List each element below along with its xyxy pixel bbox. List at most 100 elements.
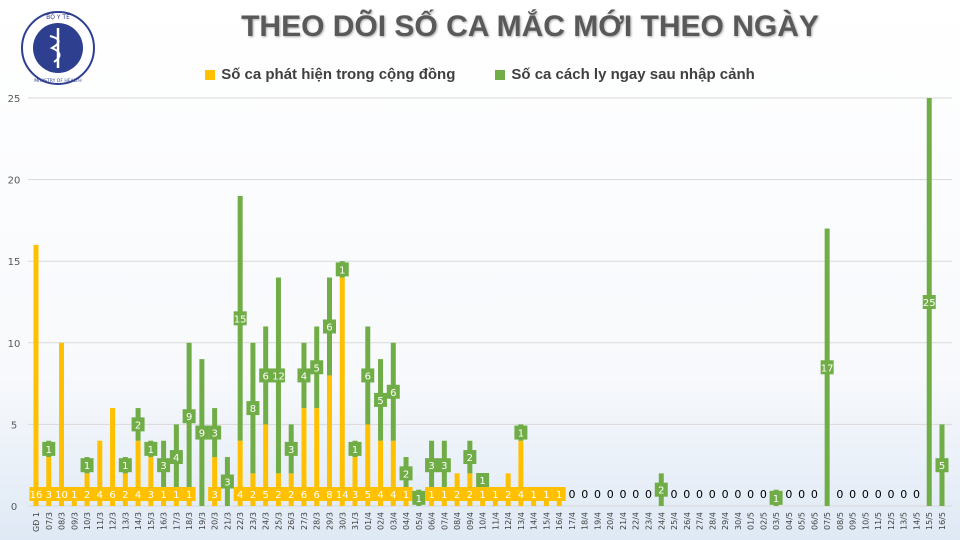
- x-tick-label: 14/4: [530, 512, 539, 530]
- data-label-community-box: [374, 487, 388, 501]
- x-tick-label: 25/4: [670, 512, 679, 530]
- bar-community: [301, 408, 307, 506]
- data-label-quarantine-box: [310, 360, 324, 375]
- data-label-quarantine: 1: [122, 461, 128, 472]
- data-label-quarantine: 8: [250, 404, 256, 415]
- data-label-community-box: [361, 487, 375, 501]
- data-label-quarantine-box: [169, 450, 183, 465]
- x-tick-label: 13/4: [517, 512, 526, 530]
- data-label-zero: 0: [671, 488, 678, 501]
- data-label-community-box: [450, 487, 464, 501]
- data-label-quarantine-box: [144, 441, 158, 456]
- bar-community: [97, 440, 103, 506]
- x-tick-label: 11/5: [874, 512, 883, 530]
- data-label-quarantine-box: [335, 262, 349, 277]
- data-label-quarantine: 6: [365, 371, 371, 382]
- x-tick-label: 09/4: [466, 512, 475, 530]
- data-label-community: 3: [46, 490, 52, 501]
- data-label-community: 2: [275, 490, 281, 501]
- data-label-community-box: [527, 487, 541, 501]
- bar-community: [59, 342, 65, 506]
- x-tick-label: 20/4: [606, 512, 615, 530]
- data-label-community: 4: [135, 490, 141, 501]
- data-label-zero: 0: [913, 488, 920, 501]
- data-label-community-box: [437, 487, 451, 501]
- x-tick-label: 08/5: [836, 512, 845, 530]
- x-tick-label: 08/4: [453, 512, 462, 530]
- svg-text:BỘ Y TẾ: BỘ Y TẾ: [46, 13, 70, 21]
- bar-community: [390, 440, 396, 506]
- data-label-quarantine-box: [322, 319, 336, 334]
- data-label-quarantine: 4: [301, 371, 307, 382]
- data-label-community: 8: [326, 490, 332, 501]
- data-label-quarantine-box: [654, 482, 668, 497]
- data-label-quarantine-box: [297, 368, 311, 383]
- data-label-quarantine-box: [220, 474, 234, 489]
- data-label-quarantine-box: [246, 401, 260, 416]
- data-label-quarantine: 1: [46, 445, 52, 456]
- data-label-community: 10: [55, 490, 68, 501]
- data-label-quarantine-box: [182, 409, 196, 424]
- data-label-community-box: [246, 487, 260, 501]
- data-label-quarantine-box: [374, 392, 388, 407]
- svg-text:MINISTRY OF HEALTH: MINISTRY OF HEALTH: [34, 78, 81, 84]
- data-label-community-box: [386, 487, 400, 501]
- data-label-quarantine-box: [820, 360, 834, 375]
- data-label-community-box: [514, 487, 528, 501]
- x-tick-label: 15/3: [147, 512, 156, 530]
- data-label-quarantine-box: [271, 368, 285, 383]
- x-tick-label: 30/4: [734, 512, 743, 530]
- data-label-community: 14: [336, 490, 349, 501]
- data-label-quarantine: 3: [211, 429, 217, 440]
- legend-item-quarantine: Số ca cách ly ngay sau nhập cảnh: [495, 66, 755, 83]
- data-label-zero: 0: [747, 488, 754, 501]
- data-label-community-box: [271, 487, 285, 501]
- data-label-zero: 0: [734, 488, 741, 501]
- x-tick-label: 16/3: [160, 512, 169, 530]
- data-label-community: 3: [148, 490, 154, 501]
- data-label-quarantine-box: [233, 311, 247, 326]
- bar-community: [135, 440, 141, 506]
- x-tick-label: 18/4: [581, 512, 590, 530]
- data-label-quarantine: 6: [326, 322, 332, 333]
- data-label-zero: 0: [581, 488, 588, 501]
- data-label-community: 5: [263, 490, 269, 501]
- data-label-community: 4: [237, 490, 243, 501]
- x-tick-label: 03/4: [389, 512, 398, 530]
- bar-community: [148, 457, 154, 506]
- bar-community: [110, 408, 116, 506]
- data-label-quarantine: 12: [272, 371, 285, 382]
- data-label-quarantine: 2: [403, 469, 409, 480]
- data-label-zero: 0: [632, 488, 639, 501]
- data-label-community-box: [29, 487, 43, 501]
- x-tick-label: 13/5: [900, 512, 909, 530]
- x-tick-label: 19/3: [198, 512, 207, 530]
- bar-community: [518, 440, 524, 506]
- data-label-quarantine-box: [80, 458, 94, 473]
- data-label-zero: 0: [619, 488, 626, 501]
- data-label-community: 2: [84, 490, 90, 501]
- data-label-zero: 0: [594, 488, 601, 501]
- legend-swatch-quarantine: [495, 69, 506, 80]
- x-tick-label: 30/3: [338, 512, 347, 530]
- y-tick-label: 0: [11, 502, 17, 513]
- data-label-zero: 0: [887, 488, 894, 501]
- legend: Số ca phát hiện trong cộng đồng Số ca cá…: [0, 66, 960, 83]
- x-tick-label: 05/5: [798, 512, 807, 530]
- data-label-community-box: [233, 487, 247, 501]
- y-tick-label: 25: [8, 94, 21, 105]
- data-label-quarantine: 1: [352, 445, 358, 456]
- x-tick-label: 27/3: [300, 512, 309, 530]
- x-tick-label: 02/4: [377, 512, 386, 530]
- data-label-quarantine: 2: [658, 486, 664, 497]
- data-label-community: 4: [390, 490, 396, 501]
- bar-community: [352, 457, 358, 506]
- data-label-community-box: [425, 487, 439, 501]
- x-tick-label: 28/4: [708, 512, 717, 530]
- x-tick-label: 12/5: [887, 512, 896, 530]
- x-tick-label: 10/4: [479, 512, 488, 530]
- x-tick-label: 16/5: [938, 512, 947, 530]
- data-label-community: 1: [556, 490, 562, 501]
- data-label-community: 6: [314, 490, 320, 501]
